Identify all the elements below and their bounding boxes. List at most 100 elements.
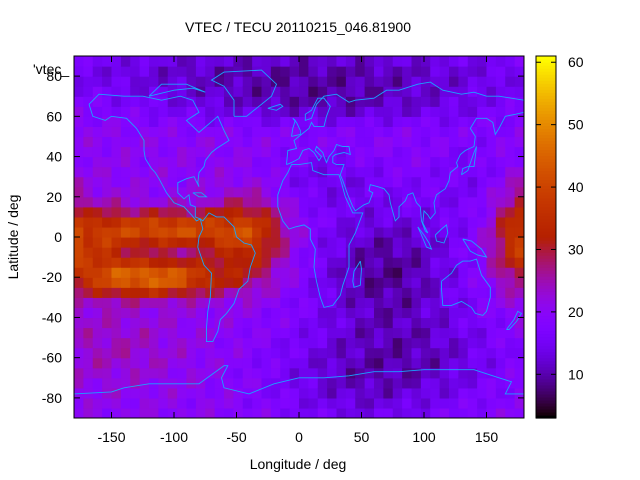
heatmap-cell bbox=[205, 216, 216, 228]
heatmap-cell bbox=[242, 357, 253, 369]
colorbar-swatch bbox=[536, 104, 556, 108]
heatmap-cell bbox=[102, 337, 113, 349]
heatmap-cell bbox=[280, 277, 291, 288]
heatmap-cell bbox=[374, 377, 384, 389]
heatmap-cell bbox=[355, 126, 366, 138]
heatmap-cell bbox=[374, 96, 384, 107]
heatmap-cell bbox=[336, 186, 347, 198]
heatmap-cell bbox=[139, 76, 150, 87]
heatmap-cell bbox=[242, 126, 253, 138]
heatmap-cell bbox=[430, 56, 441, 67]
heatmap-cell bbox=[505, 226, 516, 238]
heatmap-cell bbox=[280, 96, 291, 107]
heatmap-cell bbox=[430, 96, 441, 107]
colorbar-swatch bbox=[536, 291, 556, 295]
heatmap-cell bbox=[83, 126, 94, 138]
heatmap-cell bbox=[383, 287, 394, 298]
heatmap-cell bbox=[139, 277, 150, 288]
heatmap-cell bbox=[420, 287, 431, 298]
heatmap-cell bbox=[74, 106, 84, 117]
heatmap-cell bbox=[261, 116, 272, 127]
heatmap-cell bbox=[458, 257, 469, 268]
heatmap-cell bbox=[458, 136, 469, 148]
heatmap-cell bbox=[449, 237, 459, 248]
heatmap-cell bbox=[449, 166, 459, 178]
heatmap-cell bbox=[345, 226, 356, 238]
heatmap-cell bbox=[364, 297, 375, 308]
heatmap-cell bbox=[439, 106, 450, 117]
colorbar-swatch bbox=[536, 167, 556, 172]
heatmap-cell bbox=[477, 237, 488, 248]
colorbar-swatch bbox=[536, 155, 556, 160]
heatmap-cell bbox=[308, 307, 319, 319]
heatmap-cell bbox=[420, 317, 431, 329]
heatmap-cell bbox=[111, 307, 122, 319]
heatmap-cell bbox=[289, 337, 300, 349]
heatmap-cell bbox=[299, 307, 309, 319]
heatmap-cell bbox=[458, 206, 469, 218]
heatmap-cell bbox=[233, 216, 244, 228]
heatmap-cell bbox=[83, 347, 94, 359]
heatmap-cell bbox=[177, 86, 188, 97]
heatmap-cell bbox=[439, 287, 450, 298]
legend-key-label: 'vtec_ bbox=[33, 61, 69, 77]
heatmap-cell bbox=[120, 156, 131, 168]
heatmap-cell bbox=[420, 106, 431, 117]
heatmap-cell bbox=[505, 377, 516, 389]
heatmap-cell bbox=[327, 106, 338, 117]
heatmap-cell bbox=[336, 216, 347, 228]
heatmap-cell bbox=[186, 257, 197, 268]
heatmap-cell bbox=[92, 166, 103, 178]
heatmap-cell bbox=[83, 96, 94, 107]
heatmap-cell bbox=[317, 347, 328, 359]
heatmap-cell bbox=[411, 317, 422, 329]
heatmap-cell bbox=[317, 136, 328, 148]
heatmap-cell bbox=[233, 226, 244, 238]
heatmap-cell bbox=[392, 216, 403, 228]
heatmap-cell bbox=[392, 287, 403, 298]
heatmap-cell bbox=[402, 307, 413, 319]
heatmap-cell bbox=[130, 146, 141, 158]
heatmap-cell bbox=[420, 206, 431, 218]
heatmap-cell bbox=[261, 146, 272, 158]
heatmap-cell bbox=[224, 337, 234, 349]
heatmap-cell bbox=[364, 257, 375, 268]
heatmap-cell bbox=[74, 407, 84, 418]
heatmap-cell bbox=[289, 166, 300, 178]
heatmap-cell bbox=[289, 307, 300, 319]
heatmap-cell bbox=[111, 56, 122, 67]
heatmap-cell bbox=[205, 56, 216, 67]
colorbar-swatch bbox=[536, 411, 556, 416]
heatmap-cell bbox=[430, 287, 441, 298]
heatmap-cell bbox=[505, 387, 516, 399]
heatmap-cell bbox=[233, 126, 244, 138]
heatmap-cell bbox=[495, 196, 506, 208]
heatmap-cell bbox=[139, 307, 150, 319]
colorbar-swatch bbox=[536, 309, 556, 314]
heatmap-cell bbox=[477, 176, 488, 188]
heatmap-cell bbox=[261, 257, 272, 268]
heatmap-cell bbox=[327, 176, 338, 188]
heatmap-cell bbox=[402, 387, 413, 399]
heatmap-cell bbox=[495, 206, 506, 218]
heatmap-cell bbox=[439, 367, 450, 379]
heatmap-cell bbox=[149, 237, 159, 248]
heatmap-cell bbox=[195, 367, 206, 379]
heatmap-cell bbox=[205, 196, 216, 208]
heatmap-cell bbox=[233, 327, 244, 339]
heatmap-cell bbox=[224, 377, 234, 389]
heatmap-cell bbox=[252, 136, 263, 148]
heatmap-cell bbox=[477, 397, 488, 409]
heatmap-cell bbox=[74, 327, 84, 339]
colorbar-swatch bbox=[536, 381, 556, 386]
heatmap-cell bbox=[289, 257, 300, 268]
heatmap-cell bbox=[336, 307, 347, 319]
heatmap-cell bbox=[327, 247, 338, 258]
heatmap-cell bbox=[186, 56, 197, 67]
heatmap-cell bbox=[345, 86, 356, 97]
heatmap-cell bbox=[195, 156, 206, 168]
heatmap-cell bbox=[420, 247, 431, 258]
heatmap-cell bbox=[289, 76, 300, 87]
heatmap-cell bbox=[374, 116, 384, 127]
colorbar-swatch bbox=[536, 149, 556, 154]
